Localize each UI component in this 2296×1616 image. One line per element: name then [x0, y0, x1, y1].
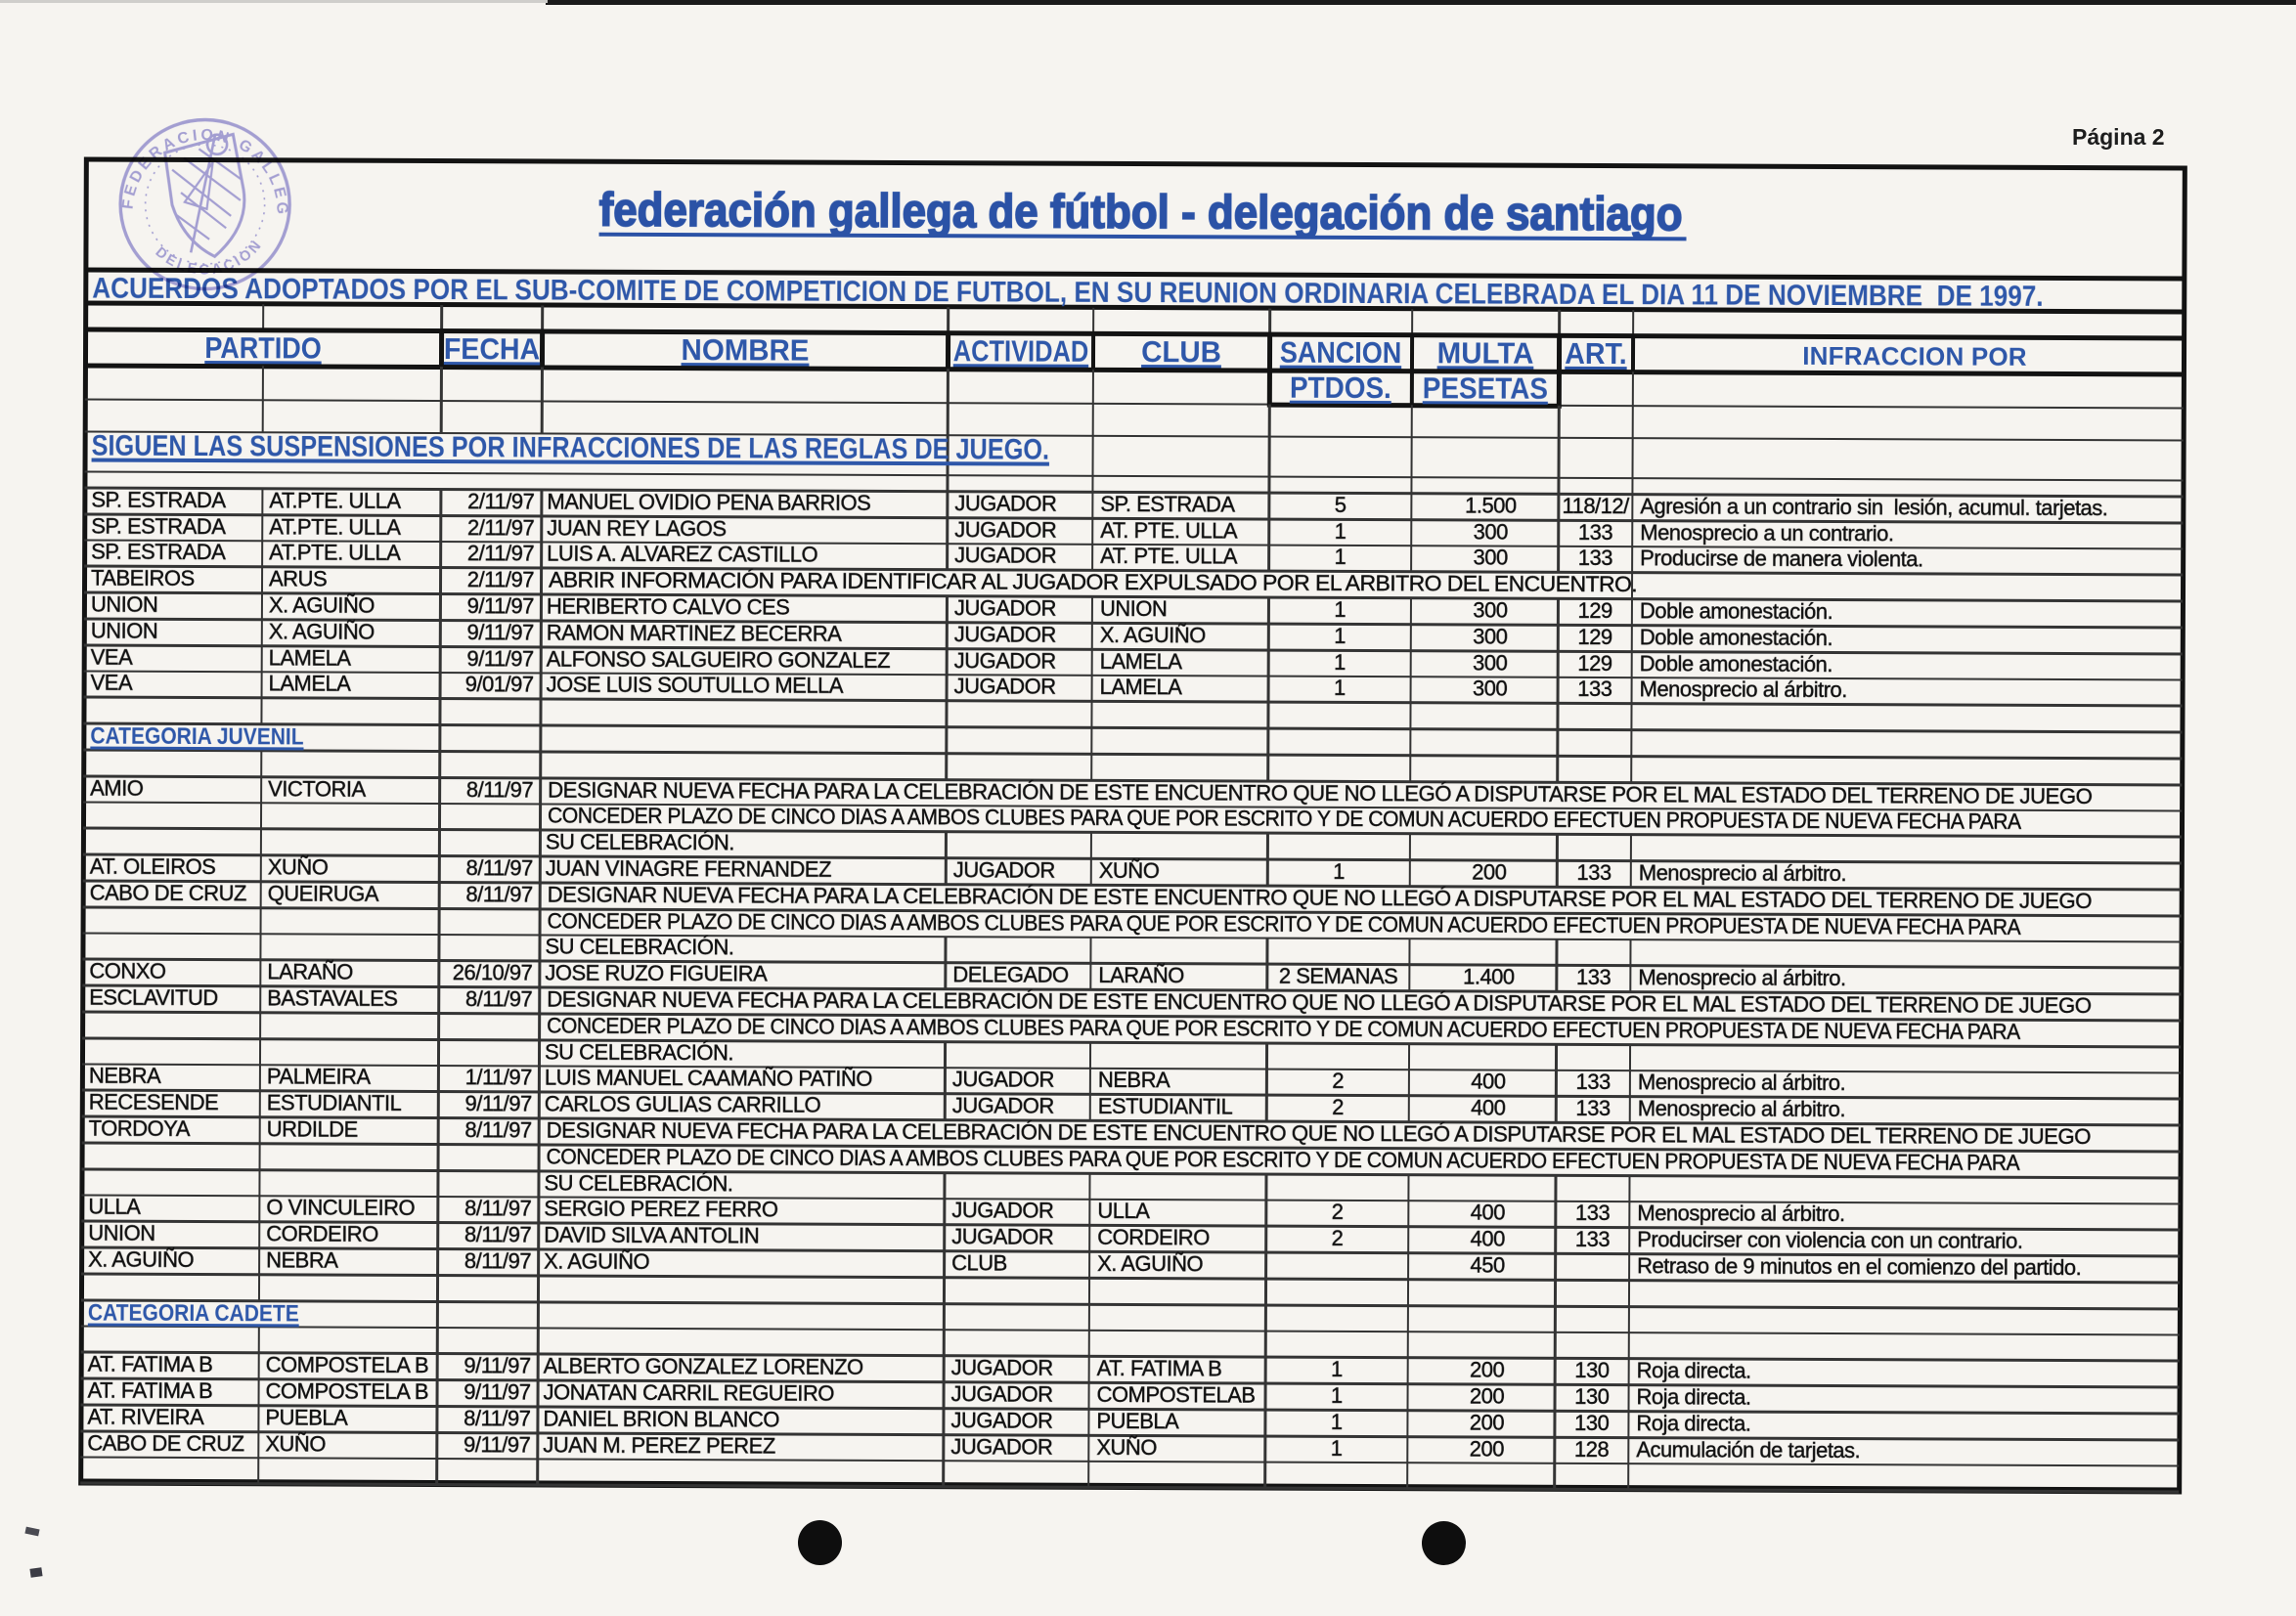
svg-text:FEDERACION GALLEGA DE: FEDERACION GALLEGA DE	[73, 72, 290, 217]
